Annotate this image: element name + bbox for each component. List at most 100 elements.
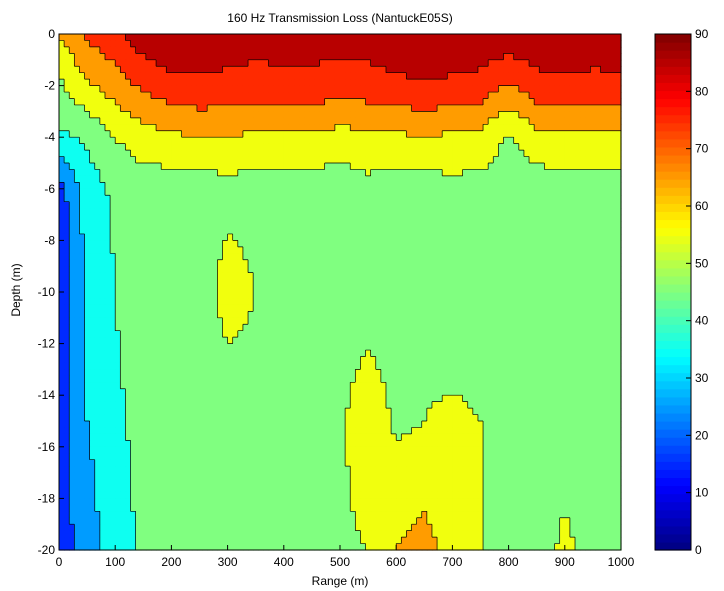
contour-cell: [590, 34, 597, 42]
contour-cell: [518, 272, 525, 280]
contour-cell: [304, 233, 310, 241]
contour-cell: [156, 233, 162, 241]
contour-cell: [304, 195, 310, 203]
contour-cell: [411, 240, 418, 248]
contour-cell: [232, 117, 239, 125]
contour-cell: [559, 188, 566, 196]
contour-cell: [135, 53, 142, 61]
contour-cell: [529, 246, 535, 254]
contour-cell: [150, 124, 157, 132]
contour-cell: [529, 163, 535, 171]
contour-cell: [319, 233, 326, 241]
contour-cell: [130, 79, 137, 87]
contour-cell: [518, 34, 525, 42]
contour-cell: [115, 240, 121, 248]
contour-cell: [237, 79, 244, 87]
contour-cell: [442, 304, 448, 312]
contour-cell: [79, 311, 86, 319]
contour-cell: [457, 163, 464, 171]
contour-cell: [431, 233, 438, 241]
contour-cell: [416, 311, 423, 319]
contour-cell: [426, 240, 433, 248]
contour-cell: [406, 111, 413, 119]
contour-cell: [442, 266, 448, 274]
contour-cell: [559, 279, 566, 287]
contour-cell: [477, 272, 484, 280]
contour-cell: [263, 266, 270, 274]
contour-cell: [283, 182, 290, 190]
contour-cell: [150, 169, 157, 177]
contour-cell: [273, 311, 280, 319]
contour-cell: [237, 246, 244, 254]
contour-cell: [462, 175, 469, 183]
contour-cell: [360, 298, 367, 306]
contour-cell: [549, 227, 556, 235]
contour-cell: [396, 66, 402, 74]
contour-cell: [232, 124, 239, 132]
contour-cell: [140, 175, 147, 183]
contour-cell: [166, 143, 172, 151]
contour-cell: [575, 253, 581, 261]
contour-cell: [181, 143, 188, 151]
contour-cell: [99, 111, 106, 119]
contour-cell: [110, 304, 116, 312]
contour-cell: [237, 285, 244, 293]
contour-cell: [600, 53, 607, 61]
contour-cell: [150, 292, 157, 300]
contour-cell: [564, 304, 571, 312]
contour-cell: [294, 214, 300, 222]
contour-cell: [278, 53, 285, 61]
contour-cell: [513, 298, 520, 306]
contour-cell: [564, 285, 571, 293]
contour-cell: [554, 163, 561, 171]
contour-cell: [457, 98, 464, 106]
contour-cell: [380, 59, 387, 67]
contour-cell: [253, 53, 259, 61]
contour-cell: [84, 137, 91, 145]
contour-cell: [334, 53, 341, 61]
contour-cell: [590, 46, 597, 54]
contour-cell: [150, 66, 157, 74]
contour-cell: [477, 169, 484, 177]
contour-cell: [89, 253, 96, 261]
contour-cell: [283, 130, 290, 138]
contour-cell: [329, 279, 336, 287]
contour-cell: [319, 137, 326, 145]
contour-cell: [513, 317, 520, 325]
contour-cell: [69, 259, 75, 267]
contour-cell: [202, 72, 208, 80]
contour-cell: [503, 40, 510, 48]
contour-cell: [447, 150, 453, 158]
contour-cell: [350, 259, 356, 267]
contour-cell: [176, 240, 183, 248]
contour-cell: [483, 304, 489, 312]
contour-cell: [615, 201, 622, 209]
contour-cell: [84, 66, 91, 74]
contour-cell: [426, 46, 433, 54]
contour-cell: [421, 201, 428, 209]
contour-cell: [191, 150, 198, 158]
contour-cell: [391, 46, 397, 54]
contour-cell: [232, 92, 239, 100]
contour-cell: [227, 40, 234, 48]
contour-cell: [462, 317, 469, 325]
contour-cell: [595, 117, 602, 125]
contour-cell: [483, 253, 489, 261]
contour-cell: [120, 285, 127, 293]
contour-cell: [523, 59, 530, 67]
contour-cell: [426, 317, 433, 325]
contour-cell: [115, 111, 121, 119]
contour-cell: [248, 117, 254, 125]
contour-cell: [237, 266, 244, 274]
contour-cell: [416, 98, 423, 106]
contour-cell: [89, 98, 96, 106]
contour-cell: [452, 163, 459, 171]
contour-cell: [360, 233, 367, 241]
contour-cell: [186, 156, 193, 164]
contour-cell: [115, 208, 121, 216]
contour-cell: [94, 111, 101, 119]
contour-cell: [309, 124, 316, 132]
contour-cell: [181, 169, 188, 177]
contour-cell: [79, 292, 86, 300]
contour-cell: [529, 182, 535, 190]
